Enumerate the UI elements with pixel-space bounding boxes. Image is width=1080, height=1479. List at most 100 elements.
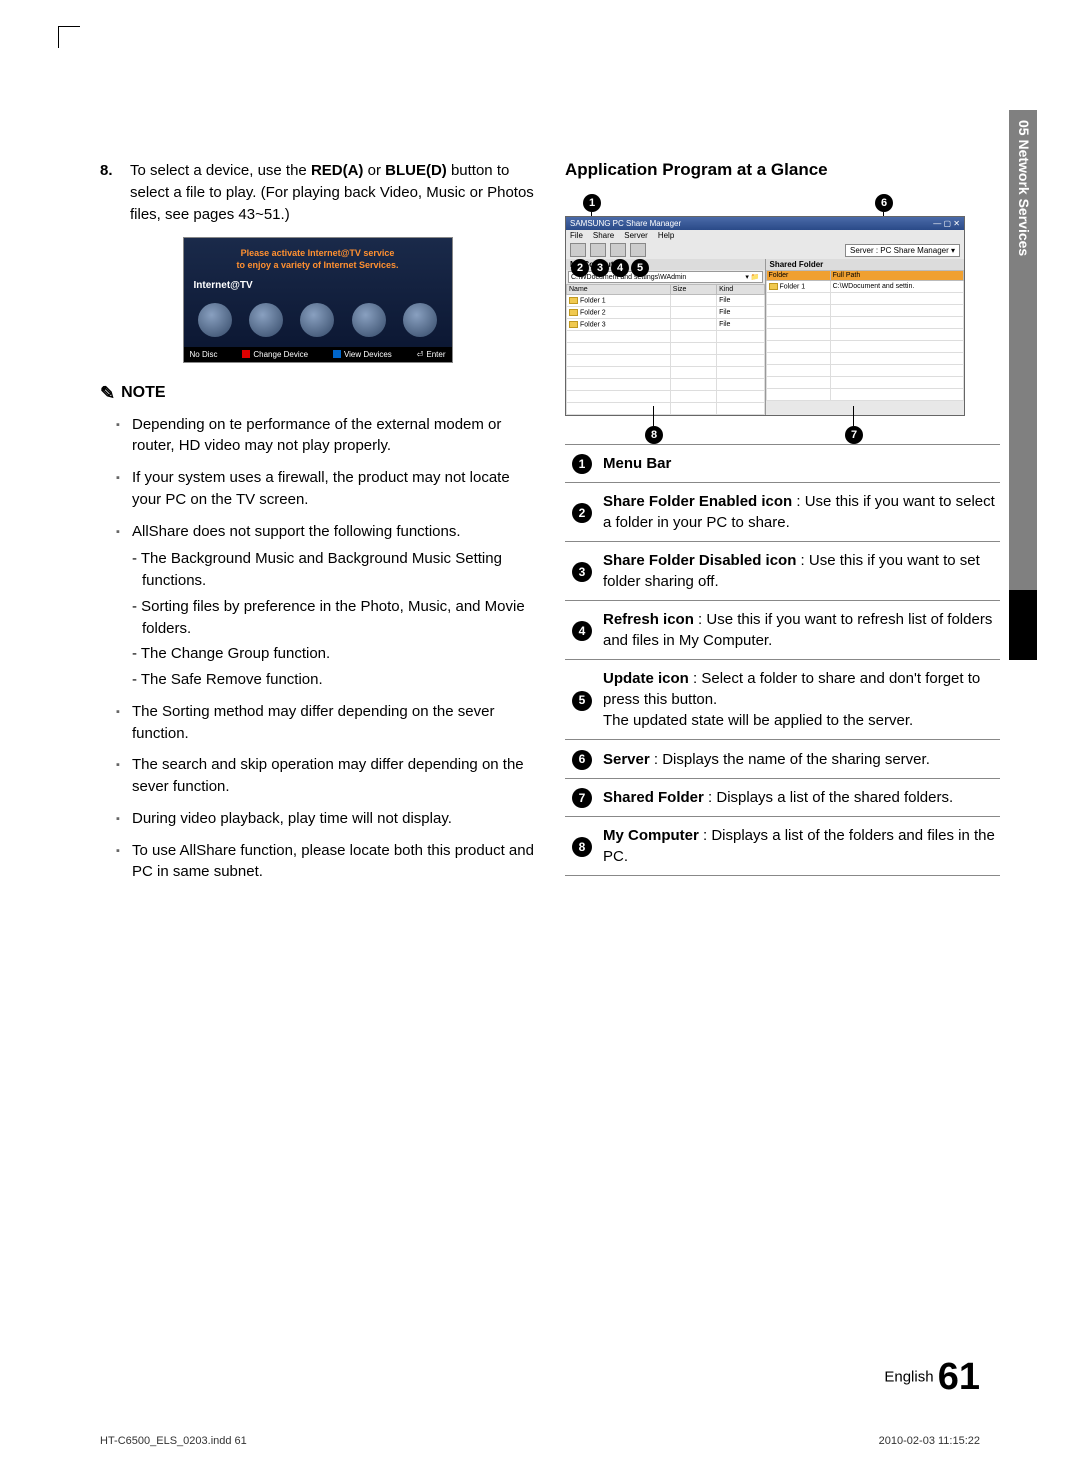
titlebar: SAMSUNG PC Share Manager — ▢ ✕: [566, 217, 964, 230]
table-cell: C:\WDocument and settin.: [830, 281, 963, 293]
table-row: [567, 403, 765, 415]
page-lang: English: [884, 1368, 933, 1385]
right-pane-head: Shared Folder: [766, 259, 965, 270]
tv-app-icon: [300, 303, 334, 337]
table-row: Folder 1File: [567, 295, 765, 307]
legend-text: Share Folder Enabled icon : Use this if …: [599, 483, 1000, 542]
note-item: The Sorting method may differ depending …: [116, 701, 535, 745]
legend-text: Refresh icon : Use this if you want to r…: [599, 601, 1000, 660]
page-num-value: 61: [938, 1356, 980, 1398]
table-header: Folder: [766, 271, 830, 281]
legend-text: Update icon : Select a folder to share a…: [599, 660, 1000, 740]
table-cell: [830, 305, 963, 317]
tv-enter-label: Enter: [426, 350, 445, 359]
menu-item[interactable]: Share: [593, 231, 614, 240]
callout-2: 2: [571, 259, 589, 277]
table-cell: [830, 389, 963, 401]
table-cell: [567, 331, 671, 343]
refresh-icon: [610, 243, 626, 257]
table-row: [567, 331, 765, 343]
table-cell: [567, 343, 671, 355]
callout-line: [853, 406, 854, 426]
step-text: To select a device, use the RED(A) or BL…: [130, 160, 535, 225]
step-8: 8. To select a device, use the RED(A) or…: [100, 160, 535, 225]
legend-num-cell: 7: [565, 778, 599, 816]
window-title: SAMSUNG PC Share Manager: [570, 219, 681, 228]
legend-text: Server : Displays the name of the sharin…: [599, 740, 1000, 778]
table-row: Folder 2File: [567, 307, 765, 319]
callout-7: 7: [845, 426, 863, 444]
callout-6: 6: [875, 194, 893, 212]
legend-text: Menu Bar: [599, 445, 1000, 483]
callout-4: 4: [611, 259, 629, 277]
table-cell: Folder 1: [567, 295, 671, 307]
table-cell: [766, 353, 830, 365]
circled-number-icon: 8: [572, 837, 592, 857]
table-cell: [830, 341, 963, 353]
table-cell: [830, 317, 963, 329]
table-cell: [567, 355, 671, 367]
table-cell: [567, 379, 671, 391]
note-subitem: - Sorting files by preference in the Pho…: [132, 596, 535, 640]
table-cell: [717, 331, 764, 343]
table-cell: [567, 367, 671, 379]
circled-number-icon: 2: [572, 503, 592, 523]
note-heading-text: NOTE: [121, 384, 165, 402]
table-cell: [717, 379, 764, 391]
table-cell: [670, 319, 716, 331]
app-window: SAMSUNG PC Share Manager — ▢ ✕ File Share…: [565, 216, 965, 416]
note-item: If your system uses a firewall, the prod…: [116, 467, 535, 511]
red-square-icon: [242, 350, 250, 358]
legend-row: 1Menu Bar: [565, 445, 1000, 483]
table-cell: [670, 295, 716, 307]
circled-number-icon: 4: [572, 621, 592, 641]
table-cell: [670, 367, 716, 379]
legend-row: 4 Refresh icon : Use this if you want to …: [565, 601, 1000, 660]
table-cell: Folder 3: [567, 319, 671, 331]
legend-num-cell: 8: [565, 817, 599, 876]
legend-num-cell: 6: [565, 740, 599, 778]
table-cell: [830, 329, 963, 341]
note-heading: ✎ NOTE: [100, 383, 535, 404]
table-cell: [717, 343, 764, 355]
server-name: Server : PC Share Manager ▾: [845, 244, 960, 257]
note-subitem: - The Safe Remove function.: [132, 669, 535, 691]
tv-banner-line1: Please activate Internet@TV service: [190, 248, 446, 260]
table-row: [567, 367, 765, 379]
table-cell: [830, 377, 963, 389]
page-number: English 61: [884, 1356, 980, 1399]
crop-mark: [58, 26, 80, 48]
table-row: [766, 317, 964, 329]
callout-3: 3: [591, 259, 609, 277]
table-cell: [830, 293, 963, 305]
tv-app-icon: [403, 303, 437, 337]
note-subitem: - The Background Music and Background Mu…: [132, 548, 535, 592]
tv-app-icon: [352, 303, 386, 337]
note-list: Depending on te performance of the exter…: [100, 414, 535, 884]
table-header: Full Path: [830, 271, 963, 281]
menu-item[interactable]: Help: [658, 231, 674, 240]
table-cell: [717, 391, 764, 403]
legend-text: My Computer : Displays a list of the fol…: [599, 817, 1000, 876]
table-row: [766, 341, 964, 353]
table-header: Size: [670, 285, 716, 295]
tv-change-label: Change Device: [253, 350, 308, 359]
menu-item[interactable]: File: [570, 231, 583, 240]
table-cell: Folder 1: [766, 281, 830, 293]
legend-num-cell: 4: [565, 601, 599, 660]
table-header: Name: [567, 285, 671, 295]
menu-item[interactable]: Server: [624, 231, 648, 240]
tv-app-icon: [249, 303, 283, 337]
legend-text: Shared Folder : Displays a list of the s…: [599, 778, 1000, 816]
footer-right: 2010-02-03 11:15:22: [879, 1435, 980, 1447]
menubar: File Share Server Help: [566, 230, 964, 241]
note-item: Depending on te performance of the exter…: [116, 414, 535, 458]
table-cell: [766, 305, 830, 317]
table-row: Folder 3File: [567, 319, 765, 331]
table-cell: [670, 379, 716, 391]
table-row: [766, 293, 964, 305]
note-icon: ✎: [100, 383, 115, 404]
tv-view-devices: View Devices: [333, 350, 392, 359]
legend-table: 1Menu Bar 2 Share Folder Enabled icon : Us…: [565, 444, 1000, 876]
callout-8: 8: [645, 426, 663, 444]
